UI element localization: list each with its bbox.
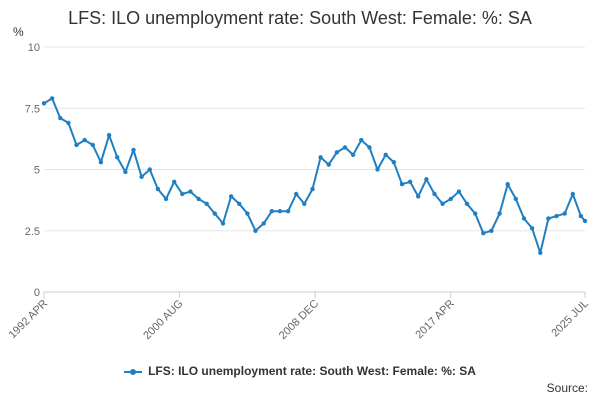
legend-swatch-icon xyxy=(124,368,143,375)
chart-title: LFS: ILO unemployment rate: South West: … xyxy=(68,8,532,28)
data-point[interactable] xyxy=(489,228,494,233)
data-point[interactable] xyxy=(391,160,396,165)
data-point[interactable] xyxy=(582,218,588,224)
legend[interactable]: LFS: ILO unemployment rate: South West: … xyxy=(0,364,600,378)
data-point[interactable] xyxy=(383,152,388,157)
data-point[interactable] xyxy=(310,186,315,192)
data-point[interactable] xyxy=(440,201,445,206)
data-point[interactable] xyxy=(139,174,144,179)
data-point[interactable] xyxy=(220,221,226,226)
data-point[interactable] xyxy=(562,211,567,216)
data-point[interactable] xyxy=(448,196,453,202)
data-point[interactable] xyxy=(538,250,543,255)
data-point[interactable] xyxy=(456,189,462,194)
source-label: Source: xyxy=(546,381,588,395)
data-point[interactable] xyxy=(115,155,120,160)
y-tick-label: 10 xyxy=(28,42,40,54)
data-point[interactable] xyxy=(172,179,177,184)
data-point[interactable] xyxy=(342,145,348,150)
x-tick-label: 2017 APR xyxy=(413,298,457,342)
data-point[interactable] xyxy=(432,191,437,197)
data-point[interactable] xyxy=(74,142,79,148)
x-tick-label: 2008 DEC xyxy=(277,298,321,342)
data-point[interactable] xyxy=(90,142,96,148)
data-point[interactable] xyxy=(359,137,364,143)
data-point[interactable] xyxy=(269,209,274,214)
x-axis-ticks: 1992 APR 2000 AUG 2008 DEC 2017 APR 2025 JUL xyxy=(7,292,591,342)
data-point[interactable] xyxy=(375,167,380,172)
y-axis-unit-label: % xyxy=(13,25,24,39)
data-point[interactable] xyxy=(529,226,535,231)
data-point[interactable] xyxy=(578,213,584,219)
data-point[interactable] xyxy=(196,196,201,202)
data-point[interactable] xyxy=(334,150,340,155)
y-tick-label: 2.5 xyxy=(25,226,40,238)
data-point[interactable] xyxy=(82,137,87,143)
data-point[interactable] xyxy=(424,177,429,182)
y-tick-label: 5 xyxy=(34,165,40,177)
data-point[interactable] xyxy=(416,194,421,199)
y-axis-ticks: 0 2.5 5 7.5 10 xyxy=(25,42,40,299)
data-point[interactable] xyxy=(228,194,234,199)
data-point[interactable] xyxy=(163,196,169,202)
data-point[interactable] xyxy=(188,189,193,194)
data-point[interactable] xyxy=(302,201,307,206)
data-point[interactable] xyxy=(367,145,372,150)
data-point[interactable] xyxy=(245,211,250,216)
data-point[interactable] xyxy=(318,155,323,160)
gridlines xyxy=(44,46,585,232)
data-point[interactable] xyxy=(147,167,152,172)
data-point[interactable] xyxy=(106,133,112,138)
data-point[interactable] xyxy=(123,169,128,175)
series-group xyxy=(41,96,588,255)
data-point[interactable] xyxy=(41,101,47,106)
data-point[interactable] xyxy=(253,228,258,233)
data-point[interactable] xyxy=(277,209,283,214)
legend-label: LFS: ILO unemployment rate: South West: … xyxy=(148,364,476,378)
data-point[interactable] xyxy=(294,191,299,197)
data-point[interactable] xyxy=(505,182,510,187)
data-point[interactable] xyxy=(399,182,405,187)
data-point[interactable] xyxy=(513,196,518,202)
data-point[interactable] xyxy=(49,96,55,101)
series-line xyxy=(43,97,586,254)
data-point[interactable] xyxy=(131,147,136,153)
data-point[interactable] xyxy=(285,209,291,214)
data-point[interactable] xyxy=(554,213,559,219)
data-point[interactable] xyxy=(326,162,331,167)
data-point[interactable] xyxy=(58,115,63,121)
x-tick-label: 2025 JUL xyxy=(549,298,591,340)
data-point[interactable] xyxy=(521,216,527,221)
data-point[interactable] xyxy=(66,120,71,126)
data-point[interactable] xyxy=(155,186,161,192)
data-point[interactable] xyxy=(350,152,356,157)
data-point[interactable] xyxy=(180,191,185,197)
data-point[interactable] xyxy=(237,201,242,206)
y-tick-label: 0 xyxy=(34,287,40,299)
data-point[interactable] xyxy=(98,160,104,165)
x-tick-label: 2000 AUG xyxy=(141,298,185,342)
data-point[interactable] xyxy=(570,191,575,197)
data-point[interactable] xyxy=(204,201,209,206)
x-tick-label: 1992 APR xyxy=(7,298,51,342)
data-point[interactable] xyxy=(261,221,266,226)
data-point[interactable] xyxy=(481,231,486,236)
data-point[interactable] xyxy=(473,211,478,216)
data-point[interactable] xyxy=(212,211,217,216)
data-point[interactable] xyxy=(407,179,413,184)
y-tick-label: 7.5 xyxy=(25,103,40,115)
data-point[interactable] xyxy=(497,211,502,216)
data-point[interactable] xyxy=(464,201,470,206)
data-point[interactable] xyxy=(546,216,551,221)
